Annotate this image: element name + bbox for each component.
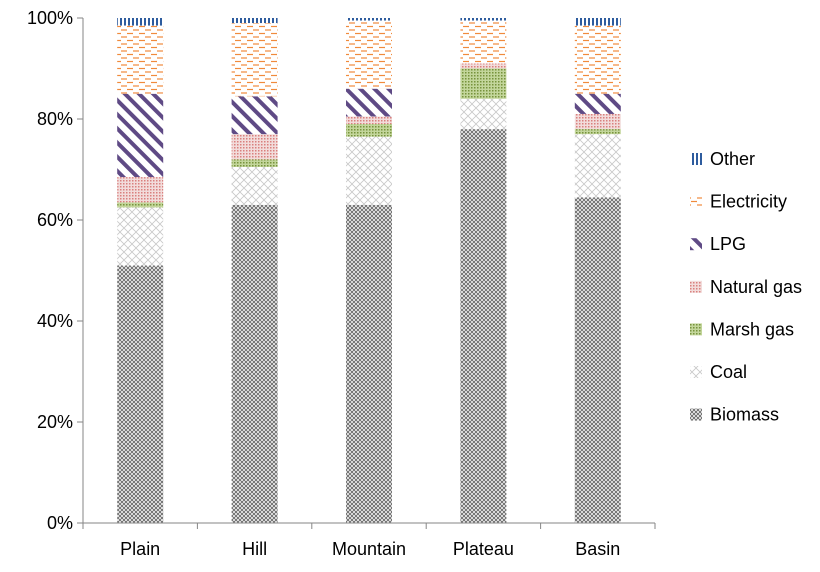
bar-plateau-electricity [460, 20, 507, 64]
bar-mountain-marsh-gas [346, 124, 392, 137]
legend-swatch-natural-gas [690, 280, 702, 293]
x-tick-label-basin: Basin [575, 539, 620, 559]
bar-plateau-marsh-gas [460, 68, 507, 99]
legend-swatch-electricity [690, 195, 702, 208]
bar-mountain-biomass [346, 204, 392, 523]
bar-hill-electricity [231, 23, 278, 97]
plot-area [117, 18, 621, 523]
bar-hill-marsh-gas [231, 159, 278, 167]
legend-label-coal: Coal [710, 362, 747, 382]
bar-plain-electricity [117, 25, 164, 94]
x-tick-label-hill: Hill [242, 539, 267, 559]
y-tick-label: 40% [37, 311, 73, 331]
legend: Other Electricity LPG Natural gas Marsh gas C… [690, 149, 802, 425]
x-tick-label-plain: Plain [120, 539, 160, 559]
bar-plateau-natural-gas [460, 63, 507, 69]
y-tick-label: 0% [47, 513, 73, 533]
bar-plain-biomass [117, 265, 164, 523]
bar-plain-lpg [117, 93, 164, 178]
bar-plateau-coal [460, 98, 507, 130]
axes: 0% 20% 40% 60% 80% 100% Plain Hill Mountain Plate… [27, 8, 656, 559]
legend-swatch-biomass [690, 408, 702, 421]
legend-label-other: Other [710, 149, 755, 169]
bar-basin-other [574, 18, 621, 26]
bar-plain-other [117, 18, 164, 26]
bar-basin-natural-gas [574, 113, 621, 130]
bar-basin-lpg [574, 93, 621, 114]
legend-swatch-lpg [690, 238, 702, 251]
legend-label-marsh-gas: Marsh gas [710, 319, 794, 339]
bar-basin-marsh-gas [574, 129, 621, 135]
bar-plain-natural-gas [117, 177, 164, 203]
legend-label-biomass: Biomass [710, 405, 779, 425]
bar-plain-coal [117, 207, 164, 266]
legend-swatch-coal [690, 366, 702, 378]
bar-hill-lpg [231, 96, 278, 135]
bar-mountain-coal [346, 136, 392, 205]
bar-mountain-natural-gas [346, 116, 392, 125]
bar-mountain-lpg [346, 88, 392, 117]
bar-basin-electricity [574, 25, 621, 94]
legend-label-electricity: Electricity [710, 192, 787, 212]
y-tick-label: 20% [37, 412, 73, 432]
legend-label-lpg: LPG [710, 234, 746, 254]
legend-label-natural-gas: Natural gas [710, 277, 802, 297]
bar-plain-marsh-gas [117, 202, 164, 208]
bar-basin-coal [574, 134, 621, 198]
bar-mountain-electricity [346, 20, 392, 89]
bar-basin-biomass [574, 197, 621, 523]
bar-plateau-biomass [460, 129, 507, 523]
x-tick-label-plateau: Plateau [453, 539, 514, 559]
y-tick-label: 80% [37, 109, 73, 129]
bar-plateau-other [460, 18, 507, 21]
x-tick-label-mountain: Mountain [332, 539, 406, 559]
bar-mountain-other [346, 18, 392, 21]
legend-swatch-other [690, 153, 702, 165]
bar-hill-natural-gas [231, 134, 278, 160]
y-tick-label: 100% [27, 8, 73, 28]
bar-hill-coal [231, 166, 278, 205]
legend-swatch-marsh-gas [690, 323, 702, 336]
bar-hill-biomass [231, 204, 278, 523]
bar-hill-other [231, 18, 278, 24]
y-tick-label: 60% [37, 210, 73, 230]
